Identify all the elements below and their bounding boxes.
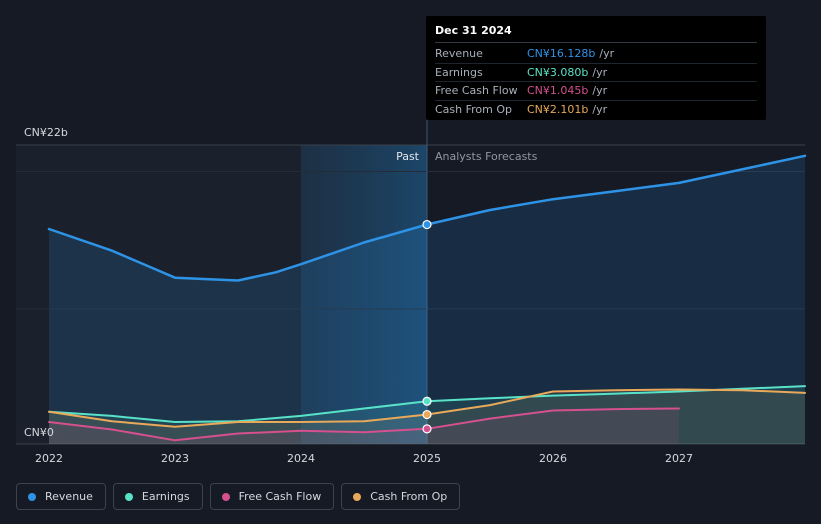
tooltip-unit: /yr <box>592 102 608 116</box>
y-tick-label: CN¥22b <box>24 126 68 139</box>
tooltip-label: Earnings <box>435 65 483 79</box>
legend-label: Cash From Op <box>370 490 448 503</box>
forecast-label: Analysts Forecasts <box>435 150 538 163</box>
x-tick-label: 2026 <box>539 452 567 465</box>
series-line-free-cash-flow <box>48 407 680 442</box>
tooltip-unit: /yr <box>592 65 608 79</box>
x-tick-label: 2023 <box>161 452 189 465</box>
x-tick-label: 2024 <box>287 452 315 465</box>
tooltip-date: Dec 31 2024 <box>435 24 757 43</box>
legend-dot-icon <box>28 492 36 501</box>
legend: Revenue Earnings Free Cash Flow Cash Fro… <box>16 483 461 510</box>
tooltip-row-free-cash-flow: Free Cash Flow CN¥1.045b /yr <box>435 82 757 101</box>
tooltip-unit: /yr <box>592 84 608 97</box>
tooltip-row-revenue: Revenue CN¥16.128b /yr <box>435 45 757 64</box>
highlight-band <box>301 145 427 444</box>
tooltip-row-cash-from-op: Cash From Op CN¥2.101b /yr <box>435 101 757 119</box>
legend-item-earnings[interactable]: Earnings <box>112 483 203 510</box>
legend-label: Free Cash Flow <box>238 490 322 503</box>
legend-item-free-cash-flow[interactable]: Free Cash Flow <box>209 483 335 510</box>
x-tick-label: 2025 <box>413 452 441 465</box>
legend-label: Revenue <box>45 490 93 503</box>
x-tick-label: 2022 <box>35 452 63 465</box>
x-tick-label: 2027 <box>665 452 693 465</box>
tooltip-value: CN¥2.101b <box>527 102 589 116</box>
data-point-earnings <box>422 396 432 406</box>
data-point-cash-from-op <box>422 409 432 420</box>
legend-label: Earnings <box>141 490 190 503</box>
legend-dot-icon <box>353 492 362 501</box>
tooltip-value: CN¥1.045b <box>527 84 589 97</box>
past-label: Past <box>396 150 420 163</box>
series-area-free-cash-flow <box>49 408 679 444</box>
tooltip-value: CN¥16.128b <box>527 47 596 60</box>
series-area-revenue <box>49 155 805 445</box>
data-point-free-cash-flow <box>422 424 432 434</box>
legend-item-revenue[interactable]: Revenue <box>16 483 106 510</box>
tooltip-row-earnings: Earnings CN¥3.080b /yr <box>435 64 757 82</box>
tooltip-label: Revenue <box>435 47 483 60</box>
tooltip-value: CN¥3.080b <box>527 65 589 79</box>
tooltip-unit: /yr <box>599 47 615 60</box>
tooltip-label: Free Cash Flow <box>435 84 518 97</box>
data-point-revenue <box>422 219 432 230</box>
series-line-revenue <box>47 154 807 282</box>
tooltip-label: Cash From Op <box>435 102 513 116</box>
legend-dot-icon <box>221 492 230 501</box>
tooltip: Dec 31 2024 Revenue CN¥16.128b /yr Earni… <box>426 16 766 120</box>
legend-dot-icon <box>124 492 133 501</box>
y-tick-label: CN¥0 <box>24 426 54 439</box>
legend-item-cash-from-op[interactable]: Cash From Op <box>341 483 461 510</box>
